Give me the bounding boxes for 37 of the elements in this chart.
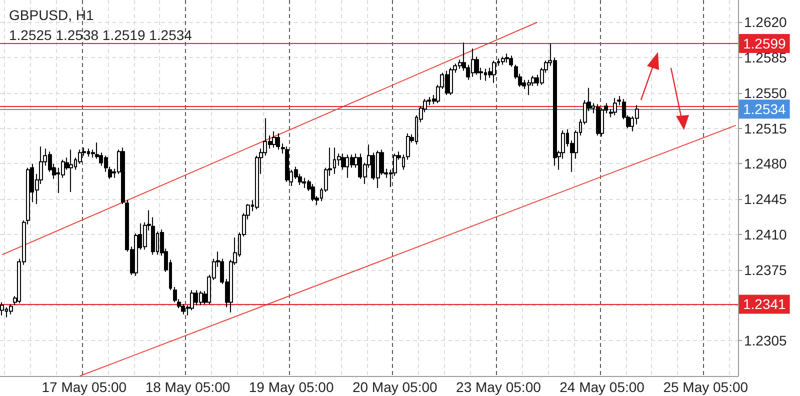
x-tick-label: 18 May 05:00 xyxy=(145,379,230,395)
y-tick-label: 1.2305 xyxy=(744,332,788,349)
y-tick-label: 1.2550 xyxy=(744,84,788,101)
candlestick xyxy=(501,56,505,66)
x-tick-label: 19 May 05:00 xyxy=(248,379,334,395)
candlestick xyxy=(449,67,453,96)
candlestick xyxy=(272,130,276,148)
y-tick-label: 1.2515 xyxy=(744,120,788,136)
text: GBPUSD, H1 xyxy=(9,7,94,23)
x-tick-label: 24 May 05:00 xyxy=(560,379,645,395)
y-tick-label: 1.2410 xyxy=(744,226,788,242)
x-tick-label: 23 May 05:00 xyxy=(456,379,542,395)
candlestick xyxy=(406,132,410,160)
ref-line-label: 1.2599 xyxy=(743,35,786,52)
candlestick xyxy=(121,147,125,205)
y-tick-label: 1.2445 xyxy=(744,191,788,208)
candlestick xyxy=(9,304,13,315)
ref-line-label: 1.2534 xyxy=(743,101,786,118)
candlestick xyxy=(311,183,315,202)
y-tick-label: 1.2620 xyxy=(744,14,788,30)
x-tick-label: 25 May 05:00 xyxy=(663,379,748,395)
x-tick-label: 20 May 05:00 xyxy=(352,379,438,395)
y-tick-label: 1.2585 xyxy=(744,50,788,66)
candlestick xyxy=(617,96,621,106)
candlestick xyxy=(492,60,496,84)
candlestick xyxy=(0,302,4,316)
candlestick xyxy=(69,149,73,193)
candlestick xyxy=(613,98,617,116)
candlestick xyxy=(505,53,509,64)
text: 1.2525 1.2538 1.2519 1.2534 xyxy=(9,27,192,43)
candlestick xyxy=(509,55,513,68)
candlestick xyxy=(285,146,289,182)
y-tick-label: 1.2480 xyxy=(744,156,788,172)
x-tick-label: 17 May 05:00 xyxy=(42,379,127,395)
y-tick-label: 1.2375 xyxy=(744,262,788,278)
ref-line-label: 1.2341 xyxy=(743,296,786,312)
candlestick xyxy=(276,132,280,150)
